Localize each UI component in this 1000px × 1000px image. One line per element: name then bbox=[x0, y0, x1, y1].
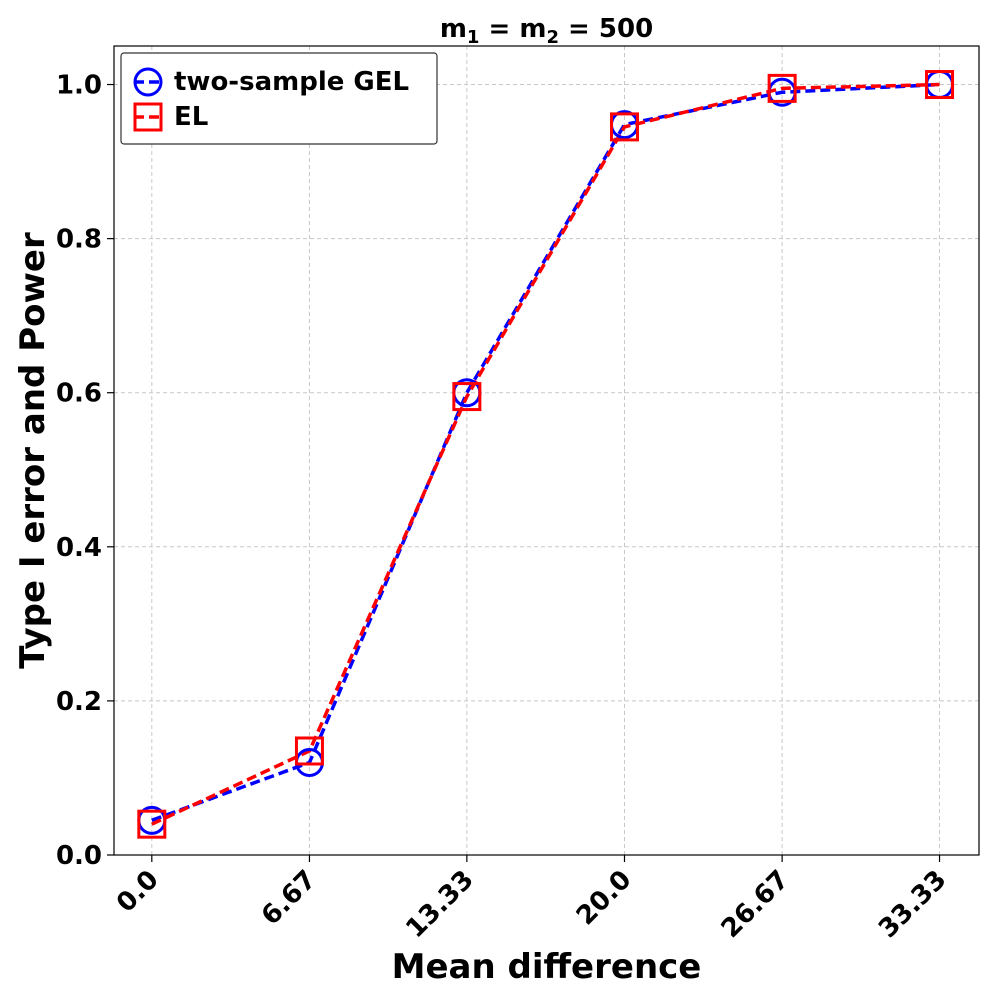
legend-label-gel: two-sample GEL bbox=[174, 67, 409, 97]
series-layer bbox=[137, 70, 955, 839]
y-tick-label: 0.8 bbox=[56, 225, 102, 255]
y-axis-label: Type I error and Power bbox=[13, 232, 53, 669]
series-line-el bbox=[151, 82, 940, 826]
x-tick-label: 26.67 bbox=[716, 865, 795, 944]
legend-box bbox=[120, 52, 438, 145]
y-tick-label: 1.0 bbox=[56, 71, 102, 101]
y-tick-label: 0.6 bbox=[56, 379, 102, 409]
legend-marker-circle bbox=[133, 67, 163, 97]
grid bbox=[114, 46, 979, 856]
series-line-gel bbox=[151, 82, 940, 822]
x-tick-label: 13.33 bbox=[400, 865, 479, 944]
x-axis-label: Mean difference bbox=[392, 947, 702, 987]
data-point-el bbox=[294, 736, 324, 766]
data-point-el bbox=[609, 112, 639, 142]
y-tick-label: 0.4 bbox=[56, 533, 102, 563]
data-point-el bbox=[452, 382, 482, 412]
x-tick-label: 20.0 bbox=[571, 865, 638, 932]
legend-entry-gel: two-sample GEL bbox=[133, 67, 409, 97]
x-tick-label: 6.67 bbox=[256, 865, 323, 932]
x-tick-label: 33.33 bbox=[873, 865, 952, 944]
data-point-el bbox=[767, 73, 797, 103]
legend-entry-el: EL bbox=[133, 102, 208, 132]
legend-label-el: EL bbox=[174, 102, 208, 132]
data-point-el bbox=[925, 70, 955, 100]
data-point-el bbox=[137, 809, 167, 839]
chart-title: m1 = m2 = 500 bbox=[440, 14, 653, 48]
axis-ticks: 0.0 6.67 13.33 20.0 26.67 33.33 0.0 0.2 0.4 0.6 0.… bbox=[56, 71, 953, 945]
y-tick-label: 0.0 bbox=[56, 841, 102, 871]
x-tick-label: 0.0 bbox=[111, 865, 165, 919]
y-tick-label: 0.2 bbox=[56, 687, 102, 717]
legend: two-sample GEL EL bbox=[120, 52, 438, 145]
legend-marker-square bbox=[133, 102, 163, 132]
plot-frame bbox=[113, 45, 980, 856]
